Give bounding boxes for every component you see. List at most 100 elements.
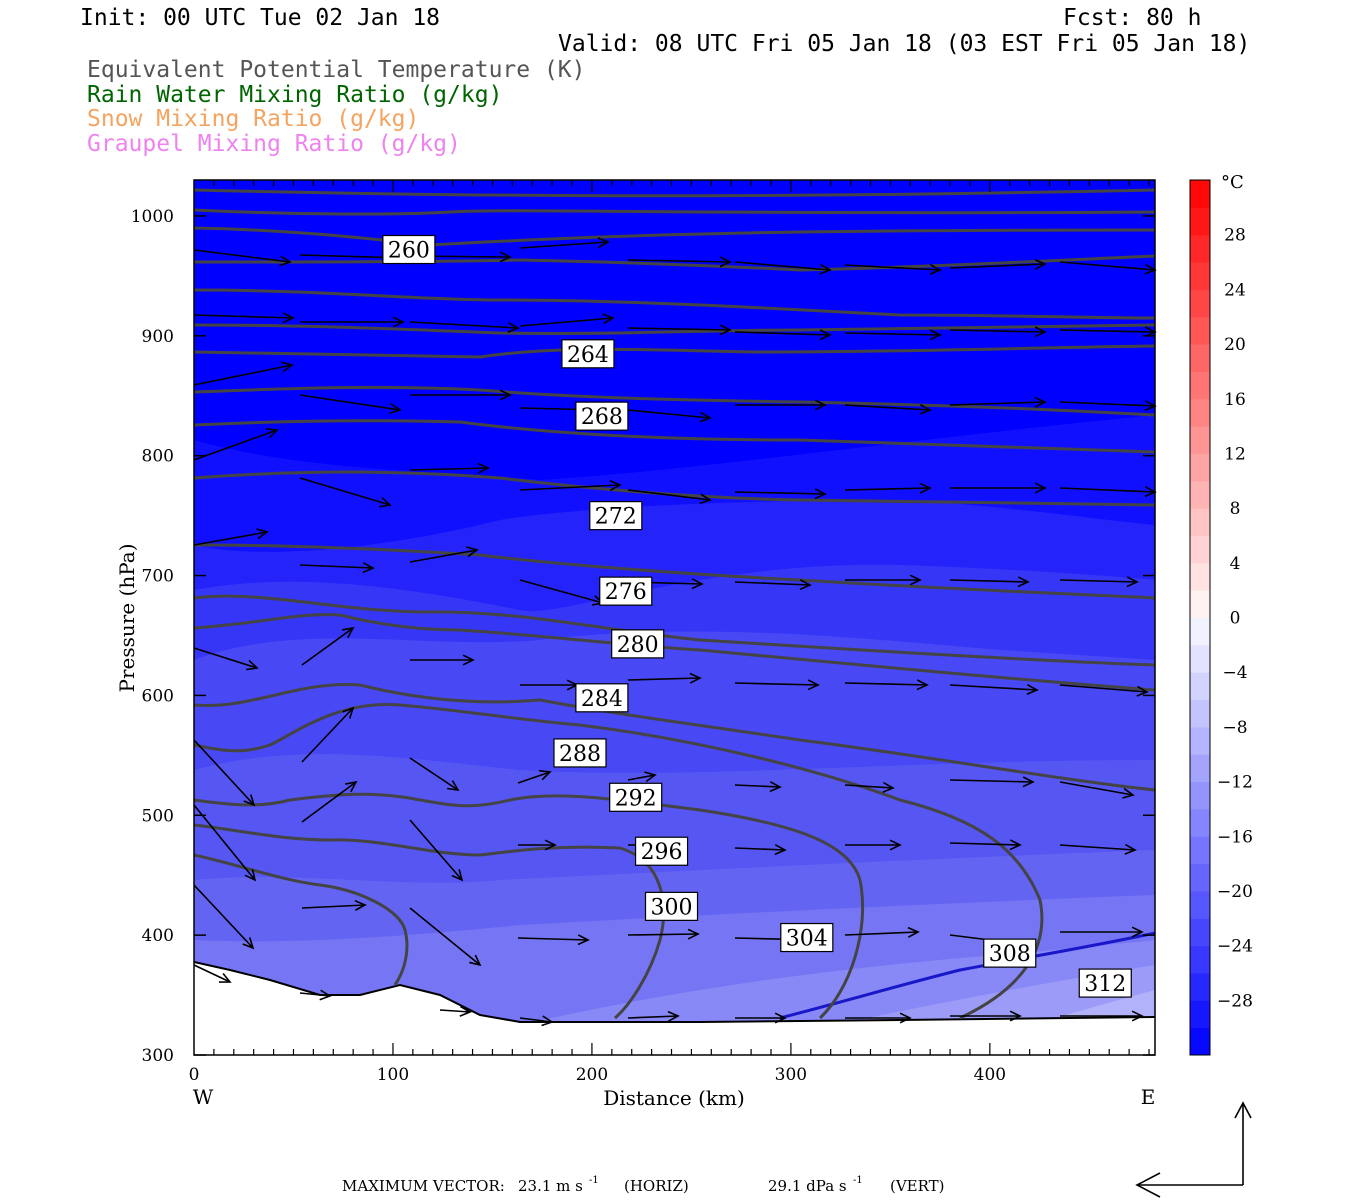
theta-e-contour-3 bbox=[194, 226, 1155, 247]
y-axis-title: Pressure (hPa) bbox=[115, 544, 139, 693]
colorbar: 28 24 20 16 12 8 4 0 −4 −8 −12 −16 −20 −24 −28 bbox=[1189, 179, 1253, 1056]
colorbar-segment bbox=[1190, 508, 1210, 536]
x-tick-label: 300 bbox=[775, 1065, 807, 1085]
colorbar-segment bbox=[1190, 699, 1210, 728]
colorbar-label: −12 bbox=[1217, 773, 1253, 793]
wind-vector-81 bbox=[1060, 926, 1144, 938]
colorbar-segment bbox=[1190, 207, 1210, 236]
colorbar-segment bbox=[1190, 289, 1210, 318]
contour-label-304: 304 bbox=[780, 922, 834, 953]
wind-vector-86 bbox=[627, 1010, 680, 1022]
colorbar-label: 0 bbox=[1230, 609, 1241, 629]
footer-vert-exp: -1 bbox=[853, 1175, 863, 1186]
colorbar-unit: °C bbox=[1221, 172, 1244, 193]
colorbar-label: −8 bbox=[1222, 718, 1247, 738]
colorbar-segment bbox=[1190, 180, 1210, 208]
theta-e-contour-15 bbox=[194, 702, 1044, 1020]
contour-label-text: 296 bbox=[641, 840, 683, 865]
wind-vector-33 bbox=[734, 488, 827, 500]
colorbar-label: 12 bbox=[1224, 444, 1246, 464]
x-tick-label: 0 bbox=[189, 1065, 200, 1085]
wind-vector-79 bbox=[844, 926, 920, 938]
contour-label-text: 264 bbox=[567, 343, 609, 368]
theta-e-contour-5 bbox=[194, 288, 1155, 320]
wind-vector-83 bbox=[299, 989, 332, 1001]
y-tick-label: 700 bbox=[142, 567, 174, 587]
wind-vector-48 bbox=[410, 654, 475, 666]
wind-vector-47 bbox=[301, 626, 355, 666]
footer-max-label: MAXIMUM VECTOR: bbox=[342, 1177, 505, 1195]
colorbar-segment bbox=[1190, 617, 1210, 646]
wind-vector-16 bbox=[844, 329, 942, 341]
wind-vector-75 bbox=[409, 907, 482, 967]
theta-e-contour-12 bbox=[194, 594, 1155, 667]
theta-e-contour-18 bbox=[194, 853, 409, 986]
wind-vector-11 bbox=[300, 316, 405, 328]
colorbar-segment bbox=[1190, 945, 1210, 974]
legend-graupel: Graupel Mixing Ratio (g/kg) bbox=[87, 131, 461, 157]
wind-vector-73 bbox=[193, 884, 255, 950]
reference-arrow-horizontal bbox=[1135, 1172, 1243, 1198]
wind-vector-54 bbox=[1059, 684, 1149, 697]
legend-snow: Snow Mixing Ratio (g/kg) bbox=[87, 106, 420, 132]
reference-arrow-vertical bbox=[1234, 1101, 1252, 1185]
wind-vector-50 bbox=[627, 672, 702, 684]
init-time: Init: 00 UTC Tue 02 Jan 18 bbox=[80, 5, 441, 31]
theta-e-contour-17 bbox=[194, 823, 666, 1020]
colorbar-segment bbox=[1190, 316, 1210, 345]
wind-vector-61 bbox=[844, 781, 895, 793]
colorbar-label: 4 bbox=[1230, 554, 1241, 574]
contour-label-276: 276 bbox=[599, 576, 653, 606]
theta-e-contour-16 bbox=[194, 792, 865, 1020]
footer-horiz-value: 23.1 m s bbox=[518, 1177, 583, 1195]
wind-vector-67 bbox=[518, 839, 557, 851]
colorbar-segment bbox=[1190, 972, 1210, 1001]
footer: MAXIMUM VECTOR: 23.1 m s -1 (HORIZ) 29.1… bbox=[342, 1175, 945, 1195]
theta-e-contour-13 bbox=[194, 613, 1155, 692]
contour-label-text: 308 bbox=[989, 942, 1031, 967]
contour-label-text: 280 bbox=[617, 633, 659, 658]
theta-e-contour-11 bbox=[194, 543, 1155, 600]
wind-vector-38 bbox=[299, 562, 375, 574]
contour-label-272: 272 bbox=[589, 501, 643, 531]
theta-e-contour-9 bbox=[194, 419, 1155, 454]
legend-theta-e: Equivalent Potential Temperature (K) bbox=[87, 57, 586, 83]
colorbar-segment bbox=[1190, 590, 1210, 618]
contour-label-292: 292 bbox=[609, 782, 663, 812]
theta-e-contours bbox=[194, 188, 1155, 1020]
wind-vector-7 bbox=[844, 264, 942, 275]
colorbar-segment bbox=[1190, 562, 1210, 591]
colorbar-segment bbox=[1190, 1000, 1210, 1029]
legend-rain: Rain Water Mixing Ratio (g/kg) bbox=[87, 82, 503, 108]
wind-vector-90 bbox=[1060, 1010, 1144, 1022]
contour-label-280: 280 bbox=[611, 629, 665, 659]
x-axis-title: Distance (km) bbox=[603, 1086, 745, 1110]
colorbar-segment bbox=[1190, 836, 1210, 865]
y-tick-label: 300 bbox=[142, 1046, 174, 1066]
contour-label-264: 264 bbox=[561, 339, 615, 369]
wind-vector-30 bbox=[409, 462, 490, 474]
y-tick-label: 400 bbox=[142, 926, 174, 946]
wind-vector-64 bbox=[193, 804, 257, 882]
wind-vector-20 bbox=[299, 394, 402, 415]
theta-e-contour-2 bbox=[194, 208, 1155, 216]
x-tick-label: 100 bbox=[377, 1065, 409, 1085]
wind-vector-17 bbox=[949, 326, 1047, 338]
contour-label-text: 312 bbox=[1084, 972, 1126, 997]
colorbar-label: −16 bbox=[1217, 827, 1253, 847]
colorbar-segment bbox=[1190, 644, 1210, 673]
colorbar-segment bbox=[1190, 398, 1210, 427]
wind-vector-55 bbox=[193, 739, 256, 807]
colorbar-label: 28 bbox=[1224, 226, 1246, 246]
colorbar-segment bbox=[1190, 234, 1210, 263]
footer-vert-value: 29.1 dPa s bbox=[768, 1177, 847, 1195]
contour-label-312: 312 bbox=[1078, 968, 1132, 998]
wind-vector-39 bbox=[409, 546, 479, 563]
contour-label-text: 284 bbox=[581, 687, 623, 712]
contour-label-text: 288 bbox=[559, 742, 601, 767]
contour-label-text: 304 bbox=[786, 927, 828, 952]
wind-vector-32 bbox=[627, 489, 712, 505]
colorbar-segment bbox=[1190, 890, 1210, 919]
contour-label-300: 300 bbox=[644, 891, 699, 921]
temperature-shading bbox=[194, 180, 1155, 1055]
